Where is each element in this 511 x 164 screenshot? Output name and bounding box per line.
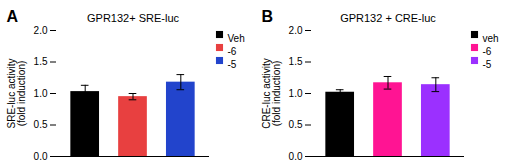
svg-text:-6: -6 (483, 46, 492, 57)
svg-text:2.0: 2.0 (34, 25, 48, 36)
svg-text:Veh: Veh (228, 33, 245, 44)
svg-text:veh: veh (483, 33, 499, 44)
svg-text:SRE-luc activity(fold inductio: SRE-luc activity(fold induction) (6, 58, 27, 128)
svg-text:1.0: 1.0 (289, 88, 303, 99)
svg-text:0.0: 0.0 (34, 151, 48, 162)
svg-text:GPR132 + CRE-luc: GPR132 + CRE-luc (340, 12, 436, 24)
svg-text:CRE-luc activity(fold inductio: CRE-luc activity(fold induction) (261, 58, 282, 129)
svg-text:1.5: 1.5 (289, 56, 303, 67)
svg-text:B: B (262, 8, 274, 25)
svg-text:0.5: 0.5 (34, 119, 48, 130)
svg-text:0.0: 0.0 (289, 151, 303, 162)
svg-text:0.5: 0.5 (289, 119, 303, 130)
svg-text:2.0: 2.0 (289, 25, 303, 36)
svg-text:1.5: 1.5 (34, 56, 48, 67)
svg-text:-6: -6 (228, 46, 237, 57)
svg-text:A: A (7, 8, 19, 25)
svg-text:-5: -5 (228, 59, 237, 70)
svg-text:-5: -5 (483, 59, 492, 70)
svg-text:GPR132+ SRE-luc: GPR132+ SRE-luc (87, 12, 180, 24)
svg-text:1.0: 1.0 (34, 88, 48, 99)
